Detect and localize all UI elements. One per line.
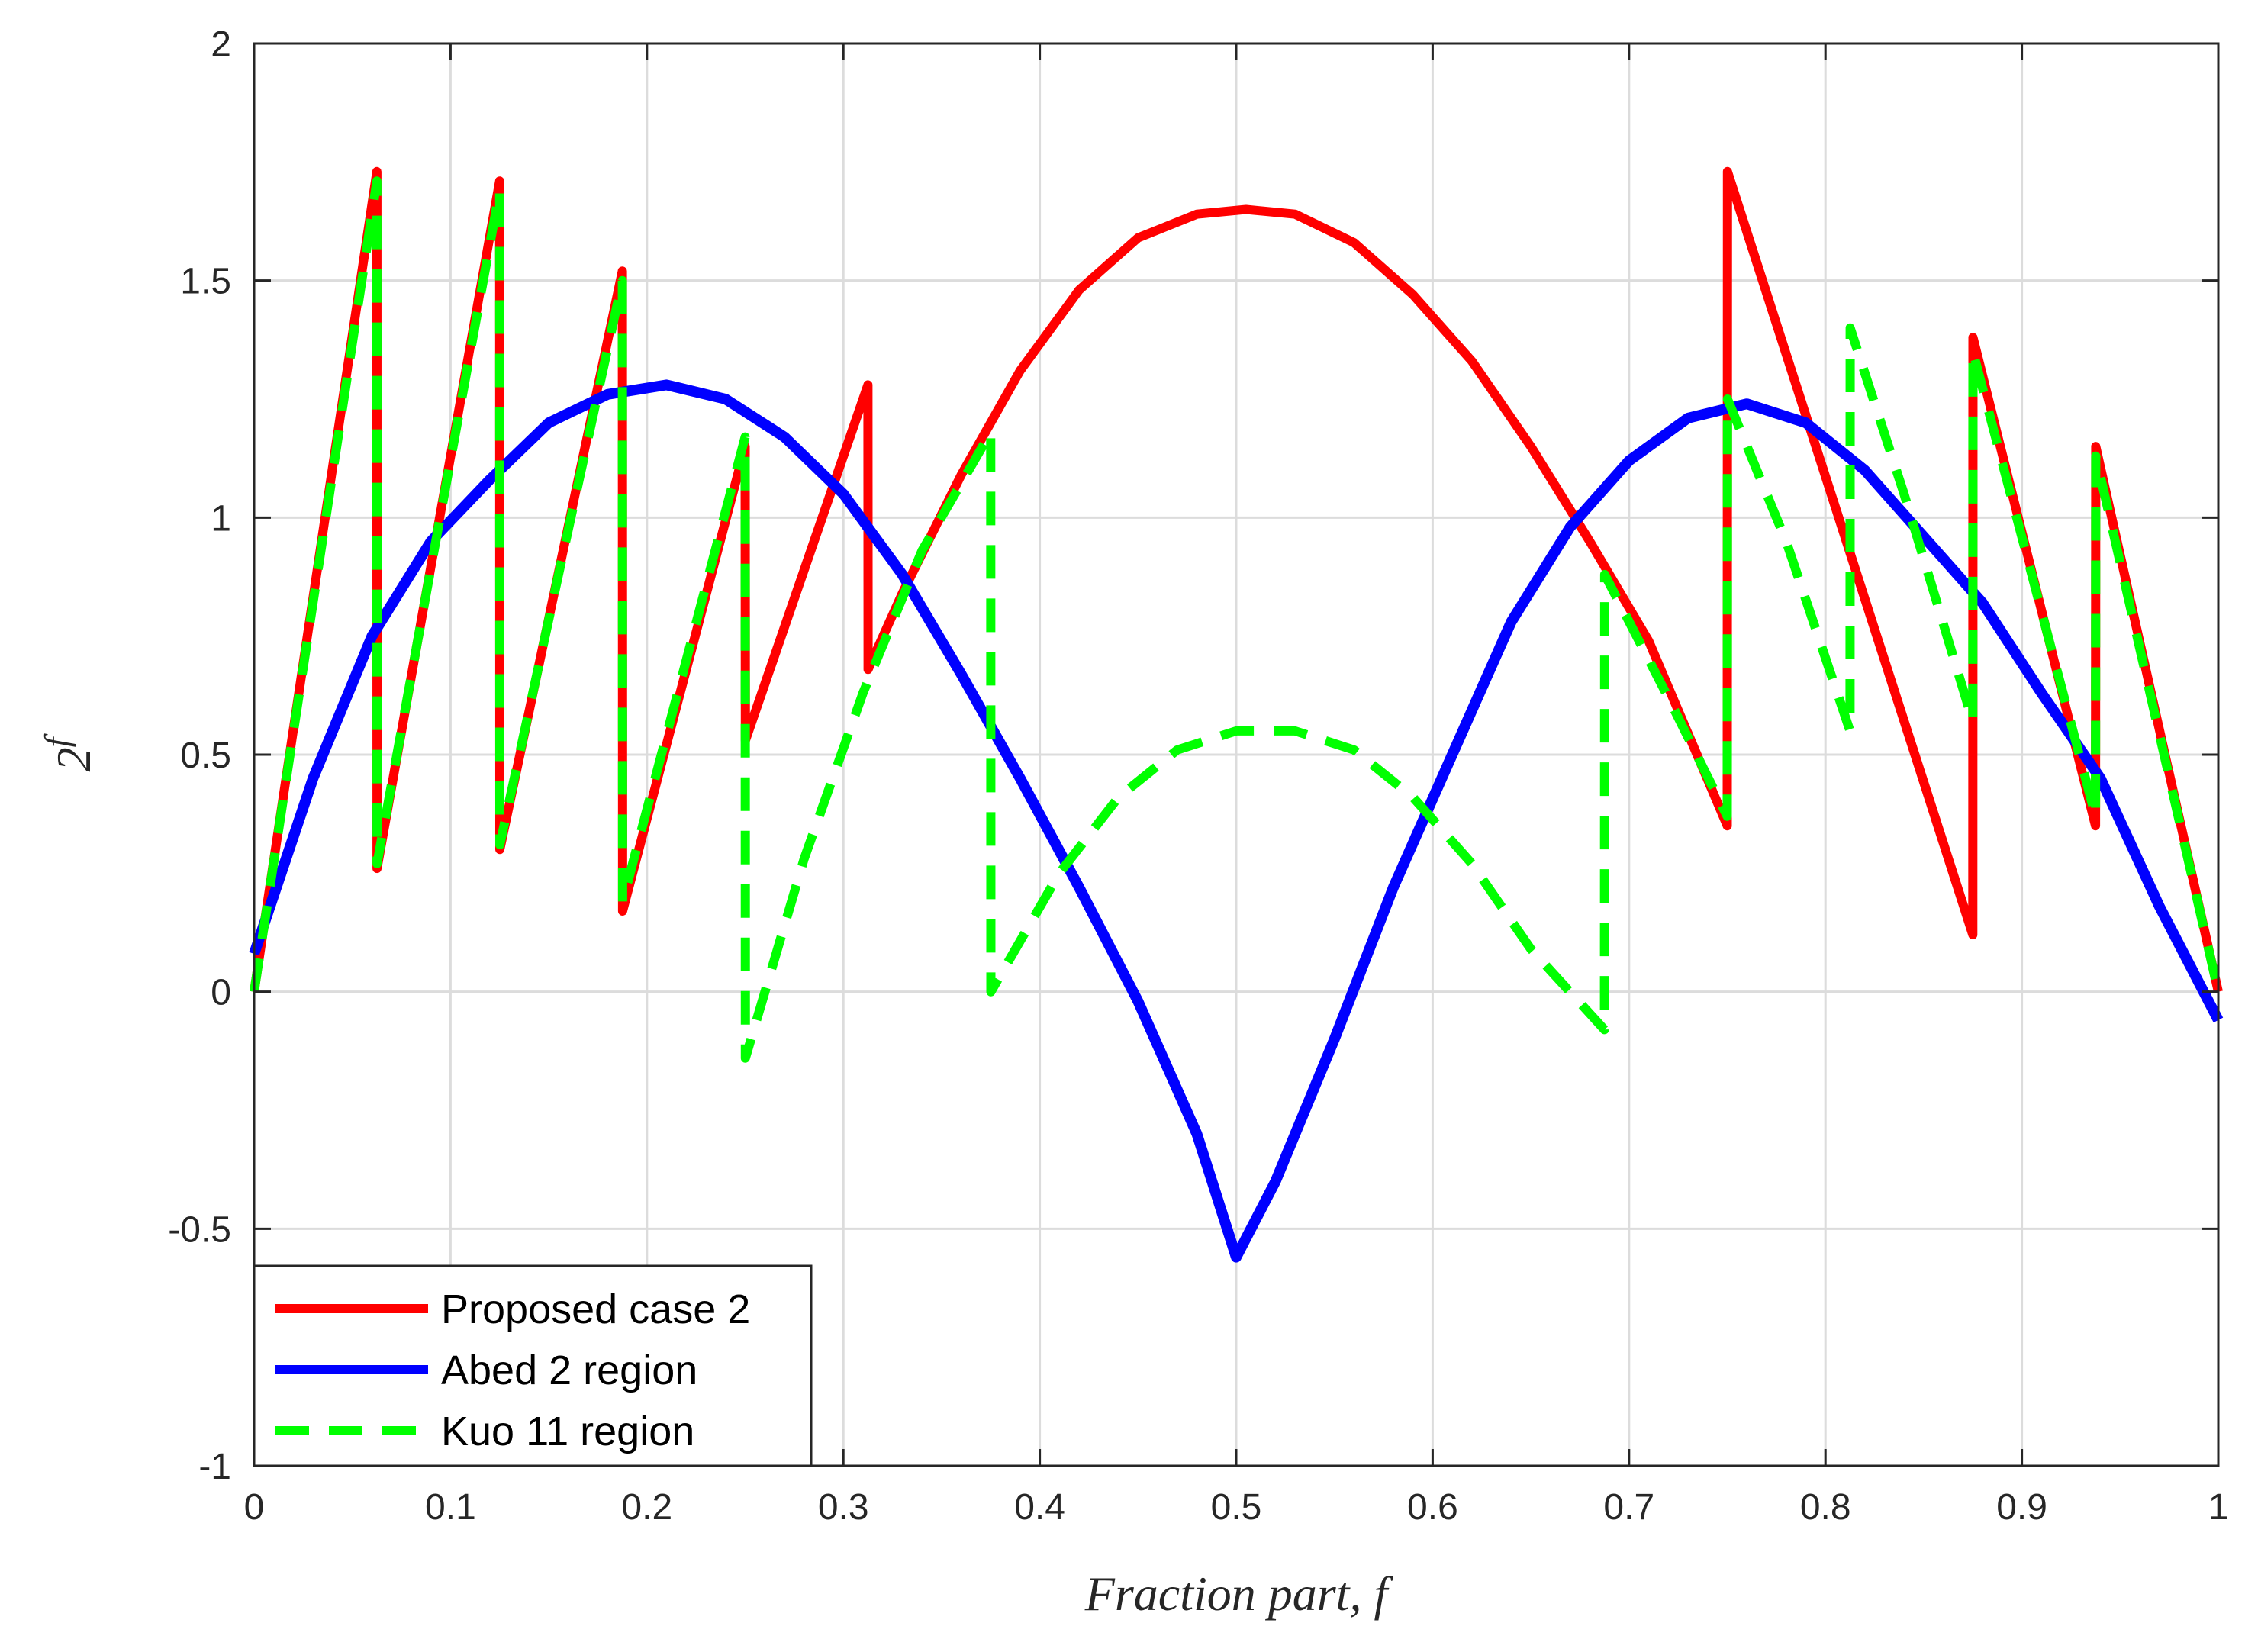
x-tick-label: 0 [244,1487,265,1528]
y-tick-label: -1 [198,1447,231,1487]
x-axis-label: Fraction part, f [1084,1567,1394,1621]
legend: Proposed case 2 Abed 2 region Kuo 11 regio… [253,1264,813,1467]
legend-label: Kuo 11 region [441,1409,694,1454]
x-tick-label: 0.9 [1996,1487,2047,1528]
y-tick-label: 2 [211,24,231,65]
x-axis: 0 0.1 0.2 0.3 0.4 0.5 0.6 0.7 0.8 0.9 1 [244,43,2229,1528]
y-tick-label: 0 [211,973,231,1013]
x-tick-label: 0.1 [425,1487,476,1528]
series-layer [249,166,2224,1263]
y-tick-label: 1 [211,498,231,539]
series-line-proposed-case-2 [250,166,2223,993]
y-axis: -1 -0.5 0 0.5 1 1.5 2 [168,24,2218,1487]
x-tick-label: 0.2 [621,1487,672,1528]
x-tick-label: 0.5 [1211,1487,1262,1528]
x-tick-label: 0.6 [1407,1487,1458,1528]
y-tick-label: 1.5 [180,262,231,302]
x-tick-label: 0.7 [1603,1487,1654,1528]
series-line-kuo-11-region [250,176,2223,1063]
y-axis-label-base: 2 [47,747,101,771]
series-line-abed-2-region [249,379,2224,1263]
x-tick-label: 0.8 [1800,1487,1851,1528]
legend-label: Abed 2 region [441,1348,697,1393]
legend-label: Proposed case 2 [441,1286,750,1332]
y-tick-label: 0.5 [180,736,231,776]
y-tick-label: -0.5 [168,1209,231,1250]
x-tick-label: 0.4 [1014,1487,1065,1528]
x-tick-label: 1 [2208,1487,2229,1528]
x-tick-label: 0.3 [818,1487,869,1528]
